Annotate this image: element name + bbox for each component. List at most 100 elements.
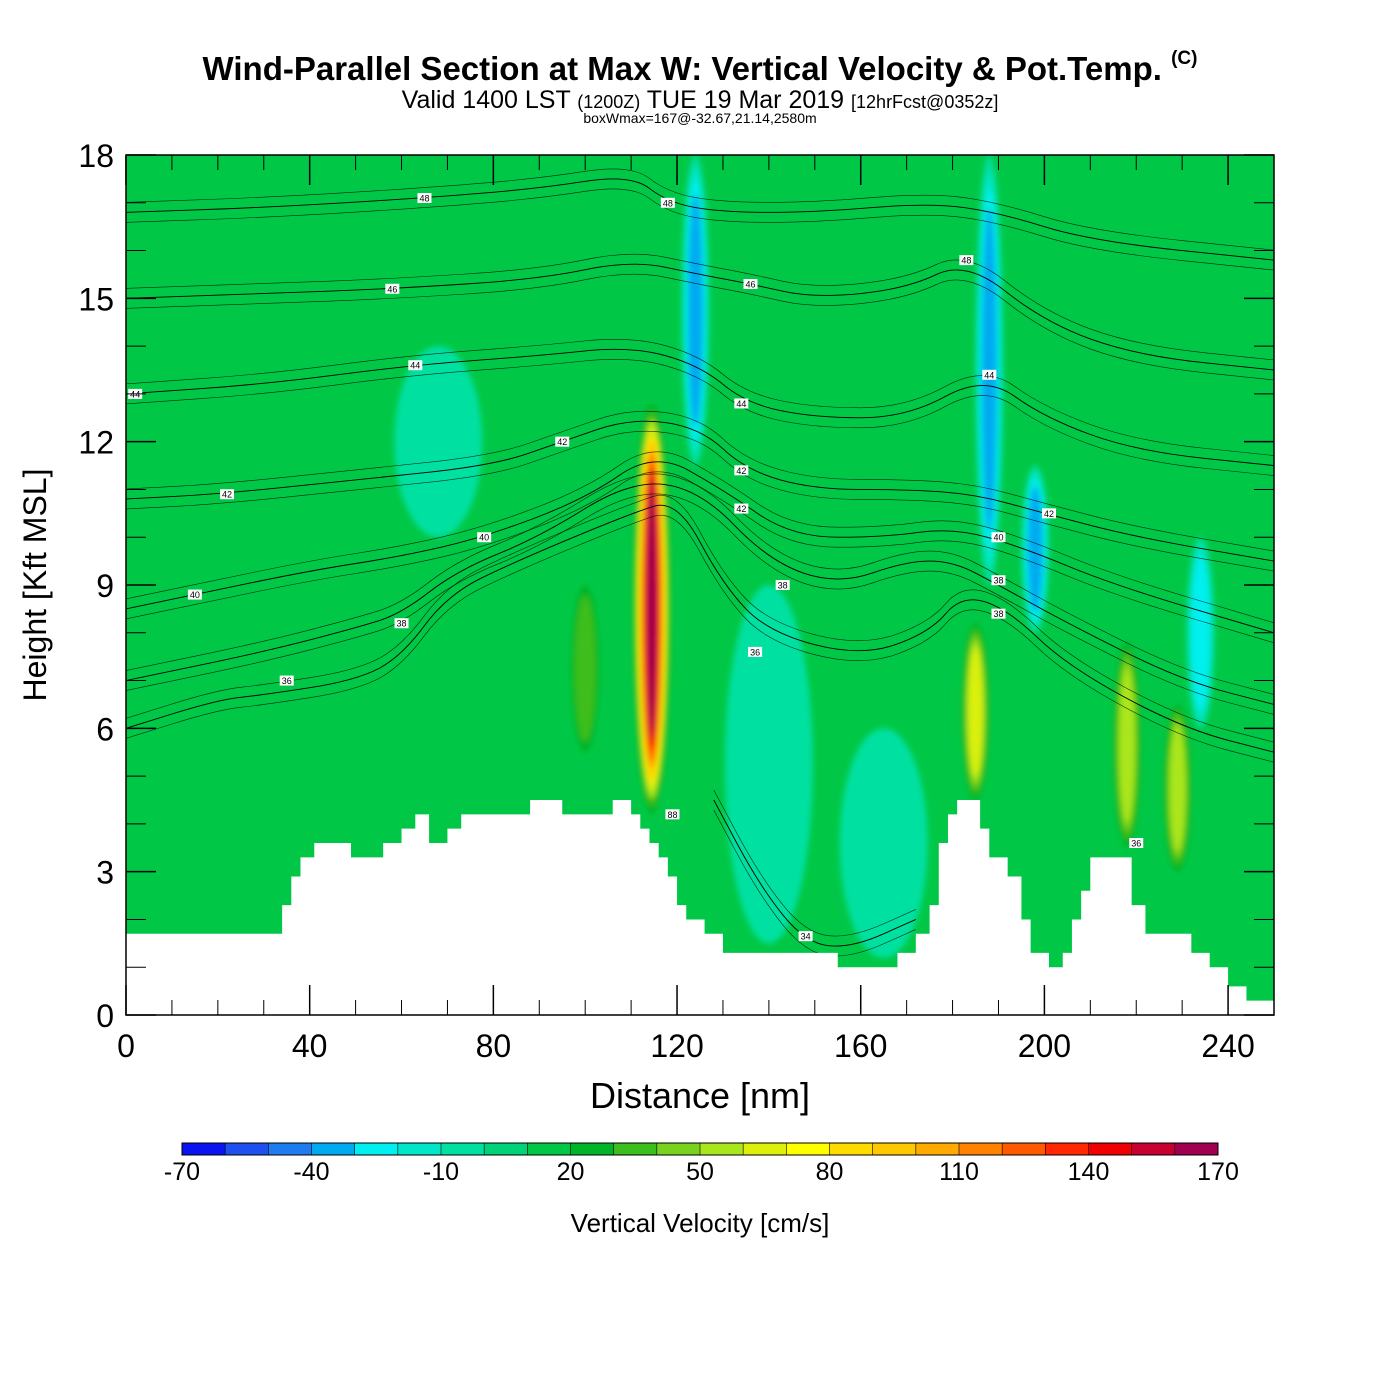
theta-contour-minor bbox=[126, 188, 1274, 271]
contour-value-label: 42 bbox=[220, 489, 235, 500]
velocity-feature-downdraft bbox=[681, 155, 710, 466]
colorbar-tick-label: -10 bbox=[423, 1158, 459, 1186]
colorbar-swatch bbox=[354, 1143, 399, 1155]
colorbar-swatch bbox=[613, 1143, 658, 1155]
velocity-band bbox=[856, 748, 911, 938]
contour-value-label: 48 bbox=[959, 255, 974, 266]
contour-value-label: 40 bbox=[991, 532, 1006, 543]
colorbar-swatch bbox=[182, 1143, 226, 1155]
theta-contour-38 bbox=[126, 483, 1274, 705]
theta-contour-40 bbox=[126, 461, 1274, 634]
contour-label-bg bbox=[408, 360, 423, 371]
contour-label-bg bbox=[734, 398, 749, 409]
velocity-feature-downdraft bbox=[1021, 465, 1050, 633]
contour-label-bg bbox=[665, 809, 680, 820]
contour-label-text: 38 bbox=[993, 576, 1003, 586]
x-tick-label: 80 bbox=[476, 1028, 512, 1064]
colorbar-swatch bbox=[268, 1143, 312, 1155]
valid-prefix: Valid 1400 LST bbox=[401, 86, 571, 114]
contour-value-label: 42 bbox=[555, 436, 570, 447]
contour-label-bg bbox=[991, 575, 1006, 586]
x-tick-label: 40 bbox=[292, 1028, 328, 1064]
title-text: Wind-Parallel Section at Max W: Vertical… bbox=[202, 50, 1162, 87]
contour-label-text: 44 bbox=[736, 399, 746, 409]
colorbar-tick-label: 20 bbox=[557, 1158, 585, 1186]
velocity-feature-downdraft_weak bbox=[394, 346, 483, 538]
contour-label-text: 42 bbox=[736, 504, 746, 514]
contour-label-text: 38 bbox=[778, 581, 788, 591]
theta-contour-minor bbox=[126, 493, 1274, 715]
contour-label-bg bbox=[279, 675, 294, 686]
contour-label-bg bbox=[394, 618, 409, 629]
contour-value-label: 38 bbox=[991, 608, 1006, 619]
velocity-band bbox=[411, 363, 466, 521]
colorbar-swatch bbox=[656, 1143, 701, 1155]
velocity-band bbox=[1121, 675, 1133, 815]
colorbar-swatch bbox=[829, 1143, 874, 1155]
colorbar: -70 -40 -10 20 50 80 110 140 170 bbox=[164, 1142, 1239, 1186]
contour-value-label: 36 bbox=[279, 675, 294, 686]
contour-value-label: 38 bbox=[775, 580, 790, 591]
y-tick-label: 6 bbox=[96, 711, 114, 747]
colorbar-swatch bbox=[959, 1143, 1003, 1155]
velocity-feature-updraft bbox=[961, 623, 990, 800]
contour-label-bg bbox=[748, 646, 763, 657]
velocity-band bbox=[647, 483, 657, 734]
contour-label-text: 38 bbox=[397, 619, 407, 629]
contour-value-label: 40 bbox=[187, 589, 202, 600]
contour-label-text: 36 bbox=[1131, 839, 1141, 849]
contour-value-label: 44 bbox=[734, 398, 749, 409]
contour-label-text: 40 bbox=[479, 533, 489, 543]
theta-contour-minor bbox=[713, 789, 916, 937]
colorbar-swatch bbox=[1131, 1143, 1176, 1155]
colorbar-swatch bbox=[872, 1143, 917, 1155]
contour-value-label: 36 bbox=[1129, 838, 1144, 849]
x-tick-label: 200 bbox=[1018, 1028, 1071, 1064]
theta-contour-minor bbox=[126, 473, 1274, 695]
contour-value-label: 44 bbox=[408, 360, 423, 371]
contour-label-bg bbox=[991, 608, 1006, 619]
colorbar-swatch bbox=[225, 1143, 269, 1155]
theta-contour-minor bbox=[126, 430, 1274, 572]
contour-label-text: 36 bbox=[750, 647, 760, 657]
valid-utc: (1200Z) bbox=[577, 92, 641, 112]
theta-contour-minor bbox=[126, 471, 1274, 644]
velocity-band bbox=[970, 653, 981, 770]
theta-contour-minor bbox=[126, 514, 1274, 763]
colorbar-swatch bbox=[915, 1143, 960, 1155]
contour-value-label: 36 bbox=[748, 646, 763, 657]
velocity-feature-downdraft_weak bbox=[839, 728, 928, 958]
theta-contour-44 bbox=[126, 348, 1274, 467]
contour-label-bg bbox=[1129, 838, 1144, 848]
contour-label-text: 48 bbox=[663, 198, 673, 208]
velocity-feature-updraft bbox=[1163, 704, 1192, 872]
colorbar-tick-label: 80 bbox=[816, 1158, 844, 1186]
colorbar-tick-label: -40 bbox=[293, 1158, 329, 1186]
x-tick-label: 120 bbox=[650, 1028, 703, 1064]
theta-contour-42 bbox=[126, 420, 1274, 562]
velocity-band bbox=[1194, 565, 1207, 700]
y-tick-label: 12 bbox=[78, 425, 114, 461]
colorbar-swatch bbox=[700, 1143, 744, 1155]
contour-label-text: 40 bbox=[190, 590, 200, 600]
y-tick-label: 18 bbox=[78, 138, 114, 174]
contour-label-bg bbox=[959, 255, 974, 266]
contour-value-label: 38 bbox=[991, 575, 1006, 586]
theta-contour-minor bbox=[126, 253, 1274, 361]
terrain-mask bbox=[126, 800, 1274, 1015]
contour-label-text: 40 bbox=[993, 533, 1003, 543]
valid-time-line: Valid 1400 LST (1200Z) TUE 19 Mar 2019 [… bbox=[0, 86, 1400, 115]
velocity-feature-downdraft bbox=[1186, 537, 1215, 729]
colorbar-tick-label: 140 bbox=[1068, 1158, 1110, 1186]
colorbar-tick-label: 50 bbox=[686, 1158, 714, 1186]
colorbar-swatch bbox=[570, 1143, 615, 1155]
y-axis-label: Height [Kft MSL] bbox=[17, 469, 53, 702]
contour-label-bg bbox=[775, 580, 790, 590]
colorbar-tick-label: -70 bbox=[164, 1158, 200, 1186]
box-wmax-line: boxWmax=167@-32.67,21.14,2580m bbox=[583, 110, 817, 126]
contour-label-bg bbox=[743, 279, 758, 289]
contour-value-label: 46 bbox=[385, 283, 400, 294]
colorbar-swatch bbox=[743, 1143, 787, 1155]
contour-label-bg bbox=[385, 283, 400, 294]
